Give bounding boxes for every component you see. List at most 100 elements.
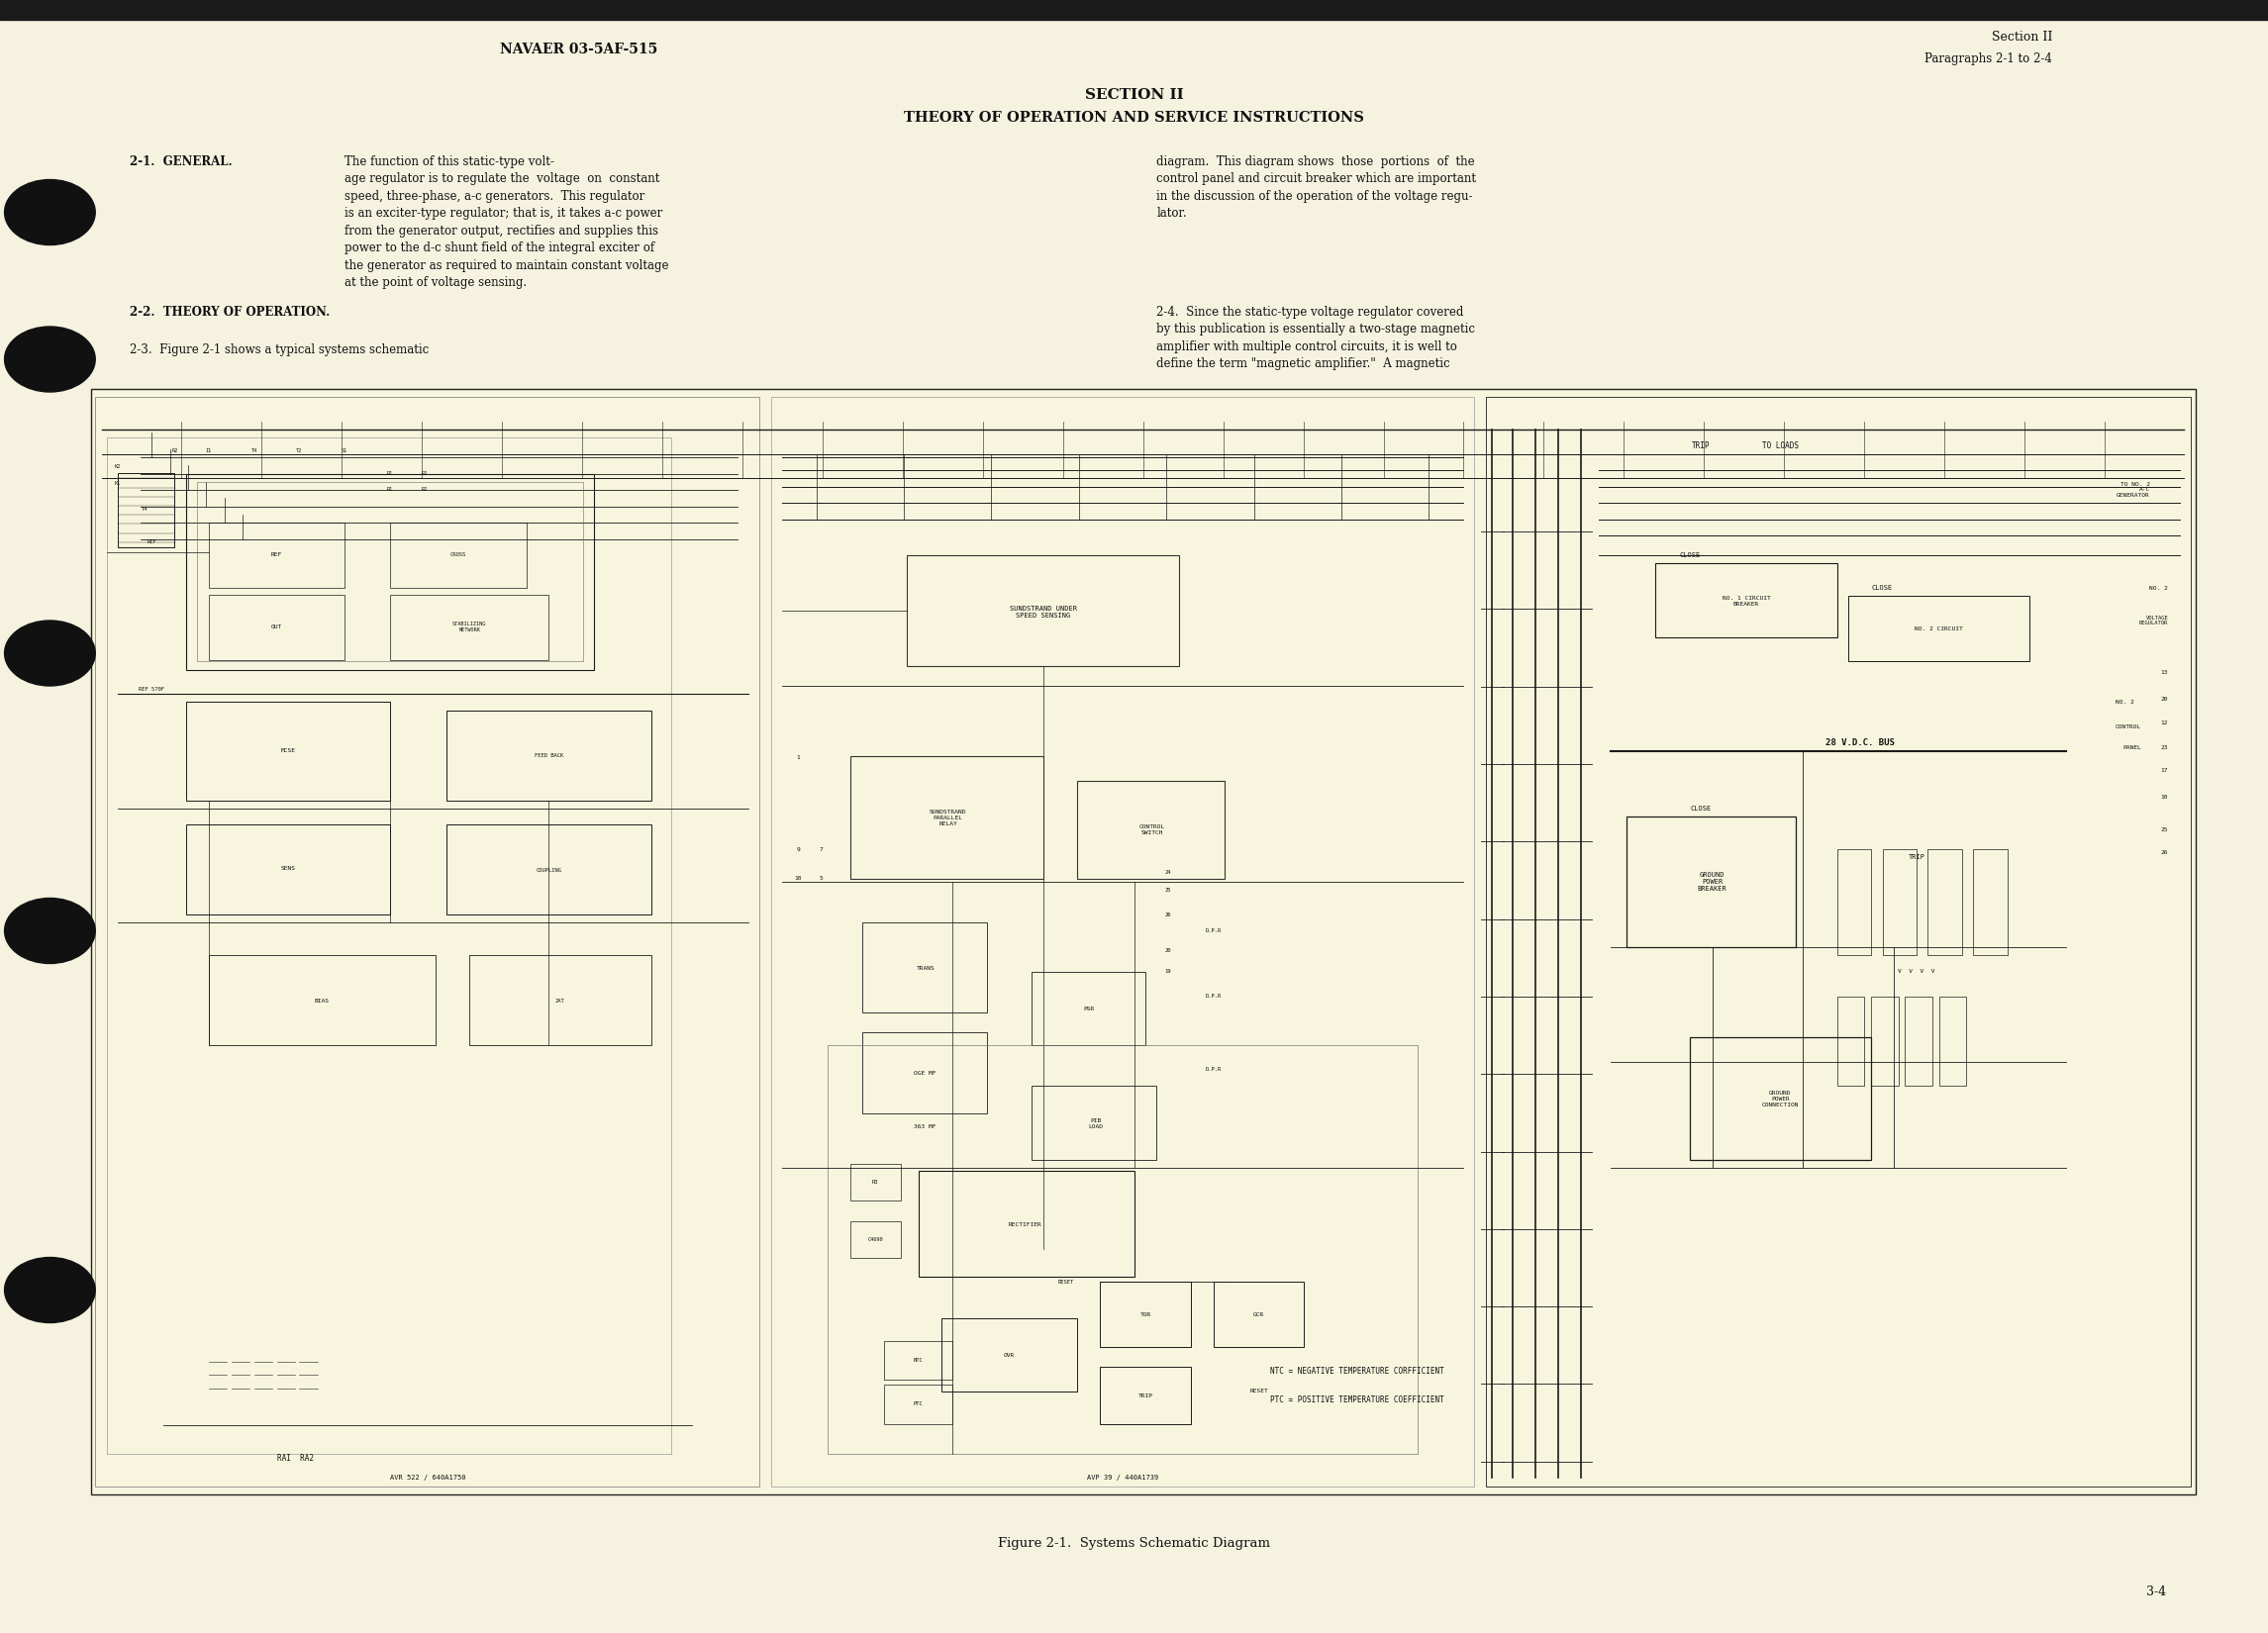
Text: The function of this static-type volt-
age regulator is to regulate the  voltage: The function of this static-type volt- a…	[345, 155, 669, 289]
Text: 20: 20	[2161, 696, 2168, 702]
Text: 2-2.  THEORY OF OPERATION.: 2-2. THEORY OF OPERATION.	[129, 305, 329, 318]
Text: RECTIFIER: RECTIFIER	[1009, 1221, 1041, 1228]
Bar	[1032, 972, 1145, 1045]
Text: BIAS: BIAS	[315, 998, 329, 1004]
Text: TRIP: TRIP	[1907, 854, 1926, 861]
Bar	[186, 702, 390, 800]
Text: THEORY OF OPERATION AND SERVICE INSTRUCTIONS: THEORY OF OPERATION AND SERVICE INSTRUCT…	[905, 111, 1363, 124]
Bar	[1882, 849, 1916, 955]
Bar	[1848, 596, 2030, 661]
Text: 25: 25	[1166, 887, 1170, 893]
Bar	[186, 825, 390, 914]
Text: OGE MF: OGE MF	[914, 1070, 937, 1076]
Bar	[1939, 996, 1966, 1086]
Text: TRIP: TRIP	[1692, 441, 1710, 451]
Text: PTC: PTC	[914, 1401, 923, 1408]
Text: TRANS: TRANS	[916, 965, 934, 972]
Bar	[885, 1341, 953, 1380]
Text: CONTROL
SWITCH: CONTROL SWITCH	[1139, 825, 1166, 834]
Text: 363 MF: 363 MF	[914, 1124, 937, 1130]
Bar	[1656, 563, 1837, 637]
Bar	[1100, 1367, 1191, 1424]
Text: CROSS: CROSS	[449, 552, 467, 558]
Text: SUNDSTRAND UNDER
SPEED SENSING: SUNDSTRAND UNDER SPEED SENSING	[1009, 606, 1077, 619]
Text: R3: R3	[873, 1179, 878, 1186]
Text: TRIP: TRIP	[1139, 1393, 1152, 1399]
Circle shape	[5, 898, 95, 963]
Text: RAI  RA2: RAI RA2	[277, 1453, 313, 1463]
Text: R1: R1	[388, 487, 392, 493]
Bar	[907, 555, 1179, 666]
Bar	[850, 756, 1043, 879]
Text: 1: 1	[796, 754, 801, 761]
Text: V  V  V  V: V V V V	[1898, 968, 1935, 975]
Text: PANEL: PANEL	[2123, 745, 2141, 751]
Circle shape	[5, 180, 95, 245]
Text: GROUND
POWER
BREAKER: GROUND POWER BREAKER	[1699, 872, 1726, 892]
Bar	[1626, 816, 1796, 947]
Text: 5: 5	[819, 875, 823, 882]
Text: R2: R2	[422, 487, 426, 493]
Bar	[209, 594, 345, 660]
Text: 28 V.D.C. BUS: 28 V.D.C. BUS	[1826, 738, 1894, 748]
Text: NO. 2 CIRCUIT: NO. 2 CIRCUIT	[1914, 625, 1964, 632]
Text: TO NO. 2
A-C
GENERATOR: TO NO. 2 A-C GENERATOR	[2116, 482, 2150, 498]
Text: Figure 2-1.  Systems Schematic Diagram: Figure 2-1. Systems Schematic Diagram	[998, 1537, 1270, 1550]
Text: 19: 19	[1166, 968, 1170, 975]
Text: RESET: RESET	[1057, 1279, 1075, 1285]
Bar	[209, 523, 345, 588]
Text: REF 570F: REF 570F	[138, 686, 166, 692]
Text: 13: 13	[2161, 670, 2168, 676]
Text: D.P.R: D.P.R	[1204, 1066, 1222, 1073]
Text: COUPLING: COUPLING	[535, 867, 562, 874]
Bar	[1928, 849, 1962, 955]
Text: GROUND
POWER
CONNECTION: GROUND POWER CONNECTION	[1762, 1091, 1799, 1107]
Bar	[1837, 996, 1864, 1086]
Text: STABILIZING
NETWORK: STABILIZING NETWORK	[451, 622, 488, 632]
Bar	[850, 1164, 900, 1200]
Text: CONTROL: CONTROL	[2116, 723, 2141, 730]
Bar	[1032, 1086, 1157, 1159]
Text: T4: T4	[252, 447, 256, 454]
Text: K2: K2	[116, 464, 120, 470]
Text: 10: 10	[794, 875, 803, 882]
Circle shape	[5, 1257, 95, 1323]
Bar	[850, 1221, 900, 1257]
Text: 23: 23	[2161, 745, 2168, 751]
Bar	[1905, 996, 1932, 1086]
Bar	[771, 397, 1474, 1486]
Text: SECTION II: SECTION II	[1084, 88, 1184, 101]
Text: I1: I1	[206, 447, 211, 454]
Text: C4690: C4690	[869, 1236, 882, 1243]
Text: 7: 7	[819, 846, 823, 852]
Text: MCSE: MCSE	[281, 748, 295, 754]
Bar	[862, 1032, 987, 1114]
Text: diagram.  This diagram shows  those  portions  of  the
control panel and circuit: diagram. This diagram shows those portio…	[1157, 155, 1476, 220]
Text: AVP 39 / 440A1739: AVP 39 / 440A1739	[1086, 1475, 1159, 1481]
Bar	[1871, 996, 1898, 1086]
Text: 24: 24	[1166, 869, 1170, 875]
Text: Section II: Section II	[1991, 31, 2053, 44]
Text: NTC = NEGATIVE TEMPERATURE CORFFICIENT: NTC = NEGATIVE TEMPERATURE CORFFICIENT	[1270, 1367, 1445, 1377]
Bar	[1486, 397, 2191, 1486]
Text: 2-1.  GENERAL.: 2-1. GENERAL.	[129, 155, 240, 168]
Text: 10: 10	[2161, 794, 2168, 800]
Text: SUNDSTRAND
PARALLEL
RELAY: SUNDSTRAND PARALLEL RELAY	[930, 810, 966, 826]
Bar	[447, 710, 651, 800]
Text: VOLTAGE
REGULATOR: VOLTAGE REGULATOR	[2139, 616, 2168, 625]
Bar	[390, 594, 549, 660]
Text: AVR 522 / 640A1750: AVR 522 / 640A1750	[390, 1475, 465, 1481]
Text: R1: R1	[388, 470, 392, 477]
Bar	[107, 438, 671, 1453]
Text: NAVAER 03-5AF-515: NAVAER 03-5AF-515	[499, 42, 658, 56]
Text: PTC = POSITIVE TEMPERATURE COEFFICIENT: PTC = POSITIVE TEMPERATURE COEFFICIENT	[1270, 1395, 1445, 1404]
Bar	[862, 923, 987, 1012]
Bar	[885, 1385, 953, 1424]
Text: PSR: PSR	[1084, 1006, 1093, 1012]
Text: T4: T4	[143, 506, 147, 513]
Text: NTC: NTC	[914, 1357, 923, 1364]
Bar	[197, 482, 583, 661]
Text: TOR: TOR	[1141, 1311, 1150, 1318]
Bar	[209, 955, 435, 1045]
Bar	[1100, 1282, 1191, 1347]
